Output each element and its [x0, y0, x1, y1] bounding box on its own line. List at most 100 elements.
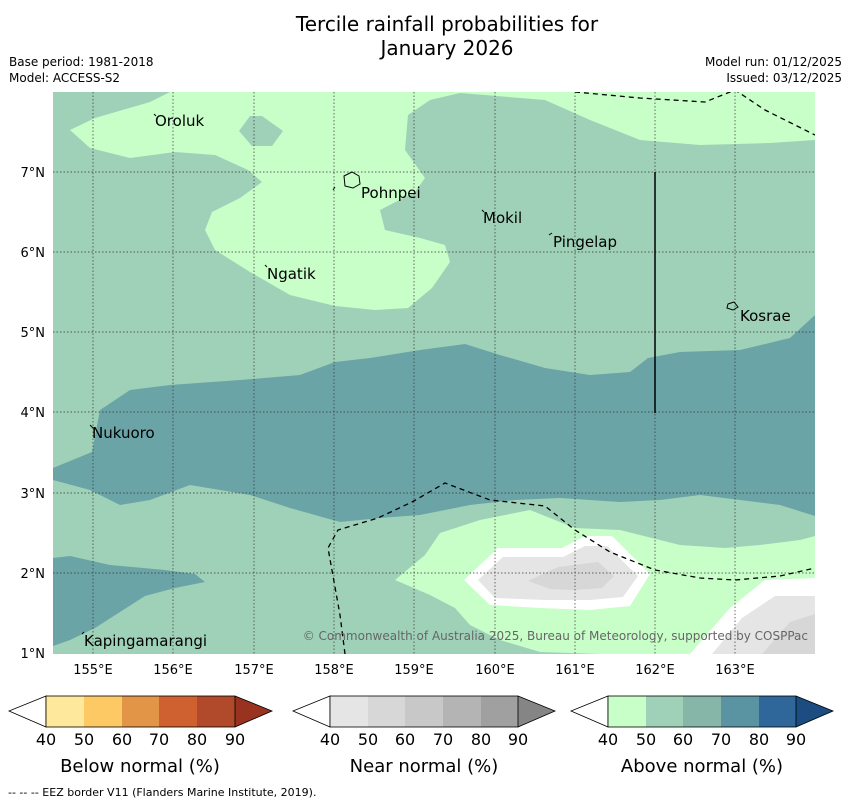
- label-oroluk: Oroluk: [155, 112, 204, 130]
- kapingamarangi-atoll-icon: [81, 631, 85, 635]
- nukuoro-atoll-icon: [89, 424, 94, 429]
- copyright-notice: © Commonwealth of Australia 2025, Bureau…: [303, 629, 808, 643]
- colorbar-near-tick-70: 70: [433, 730, 453, 749]
- colorbar-near-tick-60: 60: [395, 730, 415, 749]
- base-period: Base period: 1981-2018: [9, 55, 154, 69]
- mokil-atoll-icon: [481, 209, 485, 213]
- lon-tick-163: 163°E: [715, 663, 755, 678]
- colorbar-near-bin-80-90: [481, 696, 518, 727]
- colorbar-near-bin-70-80: [443, 696, 481, 727]
- colorbar-above-bin-60-70: [683, 696, 721, 727]
- lat-tick-4: 4°N: [21, 406, 46, 421]
- lat-tick-3: 3°N: [21, 487, 46, 502]
- colorbar-above-extend-high: [796, 696, 833, 727]
- colorbar-below-bin-80-90: [197, 696, 235, 727]
- eez-footnote: -- -- -- EEZ border V11 (Flanders Marine…: [8, 786, 317, 799]
- lat-tick-5: 5°N: [21, 326, 46, 341]
- label-kapingamarangi: Kapingamarangi: [84, 632, 207, 650]
- colorbar-above-tick-40: 40: [598, 730, 618, 749]
- lat-tick-1: 1°N: [21, 647, 46, 662]
- colorbar-below-tick-70: 70: [149, 730, 169, 749]
- zone-near-60: [528, 562, 614, 590]
- colorbar-below-tick-60: 60: [112, 730, 132, 749]
- colorbar-near-tick-90: 90: [508, 730, 528, 749]
- colorbar-below-frame: [45, 695, 236, 728]
- ngatik-atoll-icon: [264, 264, 268, 268]
- colorbar-below: 40 50 60 70 80 90 Below normal (%): [7, 695, 274, 777]
- islands: [81, 113, 739, 635]
- label-kosrae: Kosrae: [740, 307, 791, 325]
- colorbar-below-tick-50: 50: [74, 730, 94, 749]
- colorbar-above-tick-50: 50: [636, 730, 656, 749]
- map-title: Tercile rainfall probabilities for Janua…: [0, 12, 850, 60]
- zone-above-70-band: [53, 315, 815, 522]
- lat-tick-2: 2°N: [21, 567, 46, 582]
- colorbar-below-extend-low: [7, 695, 47, 728]
- colorbar-below-bin-60-70: [122, 696, 159, 727]
- colorbar-near-tick-50: 50: [358, 730, 378, 749]
- colorbar-below-bin-50-60: [84, 696, 122, 727]
- colorbar-above-arrow-outline: [795, 695, 835, 728]
- lon-tick-158: 158°E: [314, 663, 354, 678]
- pingelap-atoll-icon: [548, 232, 553, 236]
- colorbar-near-bin-50-60: [368, 696, 405, 727]
- zone-above-60-hole: [239, 116, 283, 146]
- colorbar-near-arrow-outline: [517, 695, 557, 728]
- colorbar-near-tick-80: 80: [471, 730, 491, 749]
- colorbar-near-frame: [329, 695, 519, 728]
- label-nukuoro: Nukuoro: [92, 424, 155, 442]
- lon-tick-156: 156°E: [153, 663, 193, 678]
- colorbar-above-bin-50-60: [646, 696, 683, 727]
- lon-tick-157: 157°E: [234, 663, 274, 678]
- colorbar-above-tick-90: 90: [786, 730, 806, 749]
- label-pohnpei: Pohnpei: [361, 184, 421, 202]
- colorbar-above-tick-70: 70: [711, 730, 731, 749]
- kosrae-island-icon: [726, 301, 739, 311]
- label-pingelap: Pingelap: [553, 233, 617, 251]
- oroluk-atoll-icon: [153, 113, 157, 117]
- lon-tick-155: 155°E: [73, 663, 113, 678]
- label-mokil: Mokil: [483, 209, 522, 227]
- colorbar-above: 40 50 60 70 80 90 Above normal (%): [569, 695, 835, 777]
- lat-tick-7: 7°N: [21, 166, 46, 181]
- colorbar-below-title: Below normal (%): [60, 756, 220, 777]
- colorbar-near-bin-40-50: [330, 696, 368, 727]
- lon-tick-160: 160°E: [475, 663, 515, 678]
- colorbar-above-bin-70-80: [721, 696, 759, 727]
- colorbar-below-bin-40-50: [46, 696, 84, 727]
- label-ngatik: Ngatik: [267, 265, 316, 283]
- eez-border-north: [574, 92, 815, 136]
- meta-left: Base period: 1981-2018 Model: ACCESS-S2: [9, 54, 154, 86]
- colorbar-above-extend-low: [569, 695, 609, 728]
- colorbar-below-arrow-outline: [234, 695, 274, 728]
- colorbar-near-extend-high: [518, 696, 555, 727]
- lon-tick-162: 162°E: [635, 663, 675, 678]
- colorbar-below-tick-80: 80: [187, 730, 207, 749]
- colorbar-near-tick-40: 40: [320, 730, 340, 749]
- colorbar-near: 40 50 60 70 80 90 Near normal (%): [291, 695, 557, 777]
- title-line-2: January 2026: [380, 36, 514, 60]
- meta-right: Model run: 01/12/2025 Issued: 03/12/2025: [705, 54, 842, 86]
- colorbar-below-tick-90: 90: [225, 730, 245, 749]
- colorbar-near-title: Near normal (%): [350, 756, 499, 777]
- title-line-1: Tercile rainfall probabilities for: [295, 12, 599, 36]
- lon-tick-161: 161°E: [555, 663, 595, 678]
- zone-near-corner-60: [762, 614, 815, 654]
- colorbar-above-tick-80: 80: [749, 730, 769, 749]
- zone-above-50-north: [53, 92, 815, 310]
- colorbar-below-extend-high: [235, 696, 272, 727]
- probability-field: Oroluk Pohnpei Mokil Pingelap Ngatik Kos…: [53, 92, 815, 654]
- model-run: Model run: 01/12/2025: [704, 55, 842, 69]
- colorbar-above-bin-40-50: [608, 696, 646, 727]
- colorbar-near-extend-low: [291, 695, 331, 728]
- colorbar-below-tick-40: 40: [36, 730, 56, 749]
- eez-borders: [327, 92, 815, 654]
- colorbar-above-bin-80-90: [759, 696, 796, 727]
- zone-above-70-southwest: [53, 556, 205, 646]
- pohnpei-islet-icon: [332, 186, 336, 191]
- pohnpei-island-icon: [343, 171, 361, 189]
- lat-tick-6: 6°N: [21, 246, 46, 261]
- issued-date: Issued: 03/12/2025: [726, 71, 842, 85]
- lon-tick-159: 159°E: [394, 663, 434, 678]
